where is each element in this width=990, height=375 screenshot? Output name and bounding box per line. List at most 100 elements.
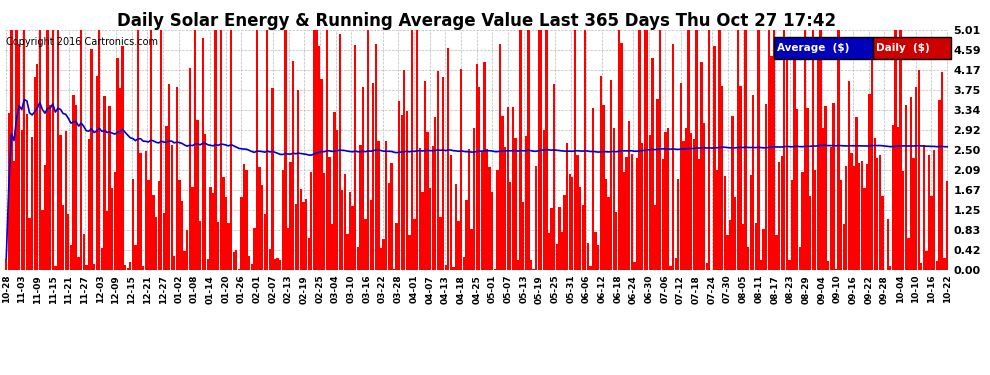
Bar [940,72,943,270]
Bar [339,34,341,270]
Bar [114,172,116,270]
Bar [488,167,491,270]
Bar [631,154,633,270]
Bar [574,30,576,270]
Bar [576,155,579,270]
Bar [628,121,631,270]
Bar [687,30,690,270]
Bar [786,40,788,270]
Bar [101,248,103,270]
Bar [674,258,677,270]
Bar [571,177,573,270]
Bar [470,230,472,270]
Bar [42,210,44,270]
Bar [732,116,734,270]
Bar [432,146,434,270]
Bar [143,266,145,270]
Bar [411,30,413,270]
Bar [845,166,847,270]
Bar [910,97,912,270]
Bar [103,96,106,270]
Bar [106,211,108,270]
Bar [51,30,53,270]
Bar [866,164,868,270]
Bar [13,161,15,270]
Bar [667,128,669,270]
Bar [297,90,300,270]
Bar [243,164,246,270]
Bar [928,155,931,270]
Bar [116,58,119,270]
Bar [672,44,674,270]
Text: Daily  ($): Daily ($) [876,43,930,53]
Bar [194,30,196,270]
Bar [651,58,653,270]
Bar [313,30,315,270]
Bar [253,228,255,270]
Bar [926,251,928,270]
Bar [613,128,615,270]
Bar [148,180,149,270]
Bar [512,107,514,270]
Bar [196,120,199,270]
Bar [740,87,742,270]
Bar [913,158,915,270]
Bar [62,205,64,270]
Bar [827,261,830,270]
Bar [543,129,545,270]
Bar [90,49,93,270]
Bar [72,94,74,270]
Bar [499,44,501,270]
Bar [623,172,625,270]
Bar [491,192,493,270]
Bar [788,260,791,270]
Bar [698,159,700,270]
Bar [923,145,925,270]
Bar [421,192,424,270]
Bar [863,188,865,270]
Bar [560,232,563,270]
Bar [408,236,411,270]
Bar [454,184,457,270]
Bar [618,30,620,270]
Bar [331,224,333,270]
Bar [129,262,132,270]
Bar [605,179,607,270]
Bar [276,258,279,270]
Bar [727,235,729,270]
Bar [775,235,778,270]
Bar [639,30,641,270]
Bar [847,81,850,270]
Bar [467,149,470,270]
Bar [127,268,129,270]
Bar [853,166,855,270]
Bar [915,87,918,270]
Bar [255,30,258,270]
Bar [268,249,271,270]
Bar [475,64,478,270]
Bar [344,174,346,270]
Bar [812,30,814,270]
Bar [822,128,825,270]
Bar [157,182,160,270]
Bar [96,76,98,270]
Bar [162,213,165,270]
Bar [494,269,496,270]
Bar [817,60,819,270]
Bar [85,265,87,270]
Bar [714,46,716,270]
Bar [145,150,147,270]
Bar [308,238,310,270]
Bar [825,106,827,270]
Bar [207,259,209,270]
Bar [289,162,292,270]
Bar [661,159,664,270]
Bar [478,87,480,270]
Bar [807,108,809,270]
Bar [271,88,273,270]
Bar [936,261,938,270]
FancyBboxPatch shape [873,37,951,59]
Bar [783,30,785,270]
Bar [385,141,387,270]
Bar [600,76,602,270]
